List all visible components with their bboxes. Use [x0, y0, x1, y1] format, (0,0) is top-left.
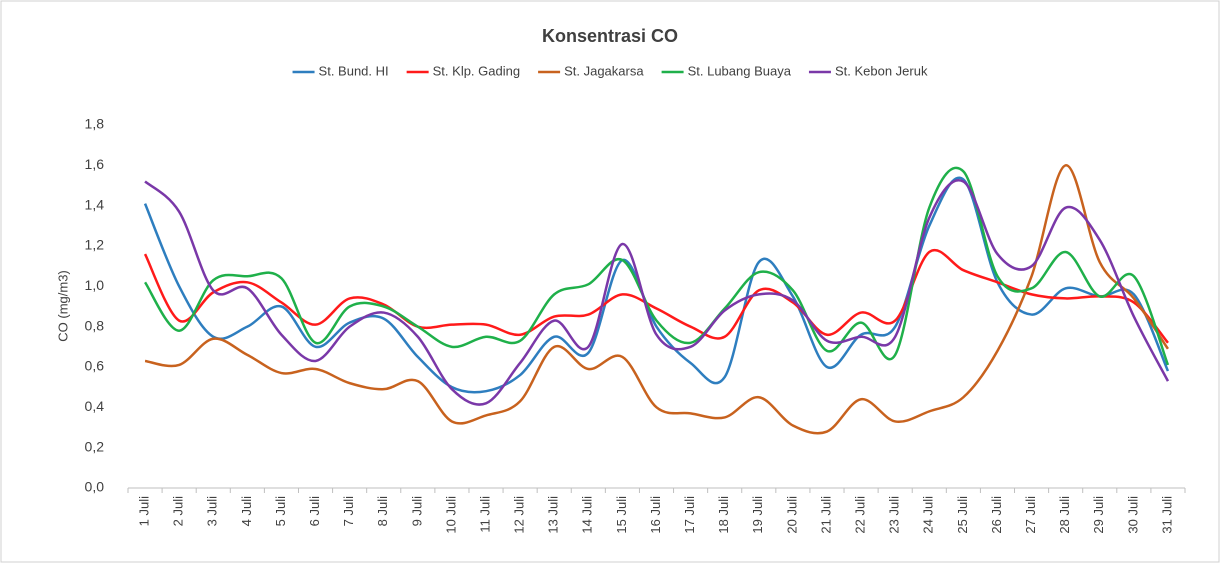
chart-title: Konsentrasi CO — [542, 26, 678, 46]
y-tick-label: 1,8 — [85, 116, 105, 132]
x-tick-label: 8 Juli — [375, 496, 390, 526]
x-tick-label: 11 Juli — [477, 496, 492, 533]
x-tick-label: 18 Juli — [716, 496, 731, 534]
x-tick-label: 25 Juli — [955, 496, 970, 534]
x-tick-label: 17 Juli — [682, 496, 697, 534]
y-tick-label: 1,6 — [85, 156, 105, 172]
x-tick-label: 28 Juli — [1057, 496, 1072, 534]
x-tick-label: 19 Juli — [750, 496, 765, 534]
legend-label: St. Kebon Jeruk — [835, 63, 928, 78]
legend-label: St. Jagakarsa — [564, 63, 644, 78]
x-tick-label: 15 Juli — [614, 496, 629, 534]
x-tick-label: 22 Juli — [853, 496, 868, 534]
series-line — [143, 166, 1170, 366]
x-tick-label: 5 Juli — [273, 496, 288, 526]
x-tick-label: 3 Juli — [205, 496, 220, 526]
x-tick-label: 20 Juli — [784, 496, 799, 534]
y-tick-label: 0,6 — [85, 358, 105, 374]
y-axis-label: CO (mg/m3) — [55, 270, 70, 342]
x-tick-label: 26 Juli — [989, 496, 1004, 534]
x-tick-label: 27 Juli — [1023, 496, 1038, 534]
x-tick-label: 31 Juli — [1159, 496, 1174, 534]
x-tick-label: 4 Juli — [239, 496, 254, 526]
y-tick-label: 0,4 — [85, 398, 105, 414]
x-tick-label: 13 Juli — [546, 496, 561, 534]
x-tick-label: 21 Juli — [818, 496, 833, 534]
y-tick-label: 0,2 — [85, 438, 105, 454]
x-tick-label: 30 Juli — [1125, 496, 1140, 534]
x-tick-label: 24 Juli — [921, 496, 936, 534]
legend-label: St. Lubang Buaya — [688, 63, 792, 78]
y-tick-label: 1,4 — [85, 196, 105, 212]
x-tick-label: 2 Juli — [171, 496, 186, 526]
x-tick-label: 10 Juli — [443, 496, 458, 534]
series-line — [144, 178, 1170, 406]
y-tick-label: 0,0 — [85, 479, 105, 495]
x-tick-label: 12 Juli — [512, 496, 527, 534]
x-tick-label: 23 Juli — [887, 496, 902, 534]
legend-label: St. Klp. Gading — [433, 63, 520, 78]
x-tick-label: 16 Juli — [648, 496, 663, 534]
x-tick-label: 14 Juli — [580, 496, 595, 534]
legend: St. Bund. HI St. Klp. Gading St. Jagakarsa… — [292, 63, 928, 78]
x-tick-label: 1 Juli — [136, 496, 151, 526]
y-tick-label: 1,0 — [85, 277, 105, 293]
series-line — [143, 248, 1169, 344]
series-line — [143, 176, 1170, 394]
series-line — [144, 164, 1169, 435]
y-tick-label: 0,8 — [85, 317, 105, 333]
x-tick-label: 9 Juli — [409, 496, 424, 526]
y-tick-label: 1,2 — [85, 237, 105, 253]
legend-label: St. Bund. HI — [319, 63, 389, 78]
x-tick-label: 29 Juli — [1091, 496, 1106, 534]
x-tick-label: 7 Juli — [341, 496, 356, 526]
x-tick-label: 6 Juli — [307, 496, 322, 526]
